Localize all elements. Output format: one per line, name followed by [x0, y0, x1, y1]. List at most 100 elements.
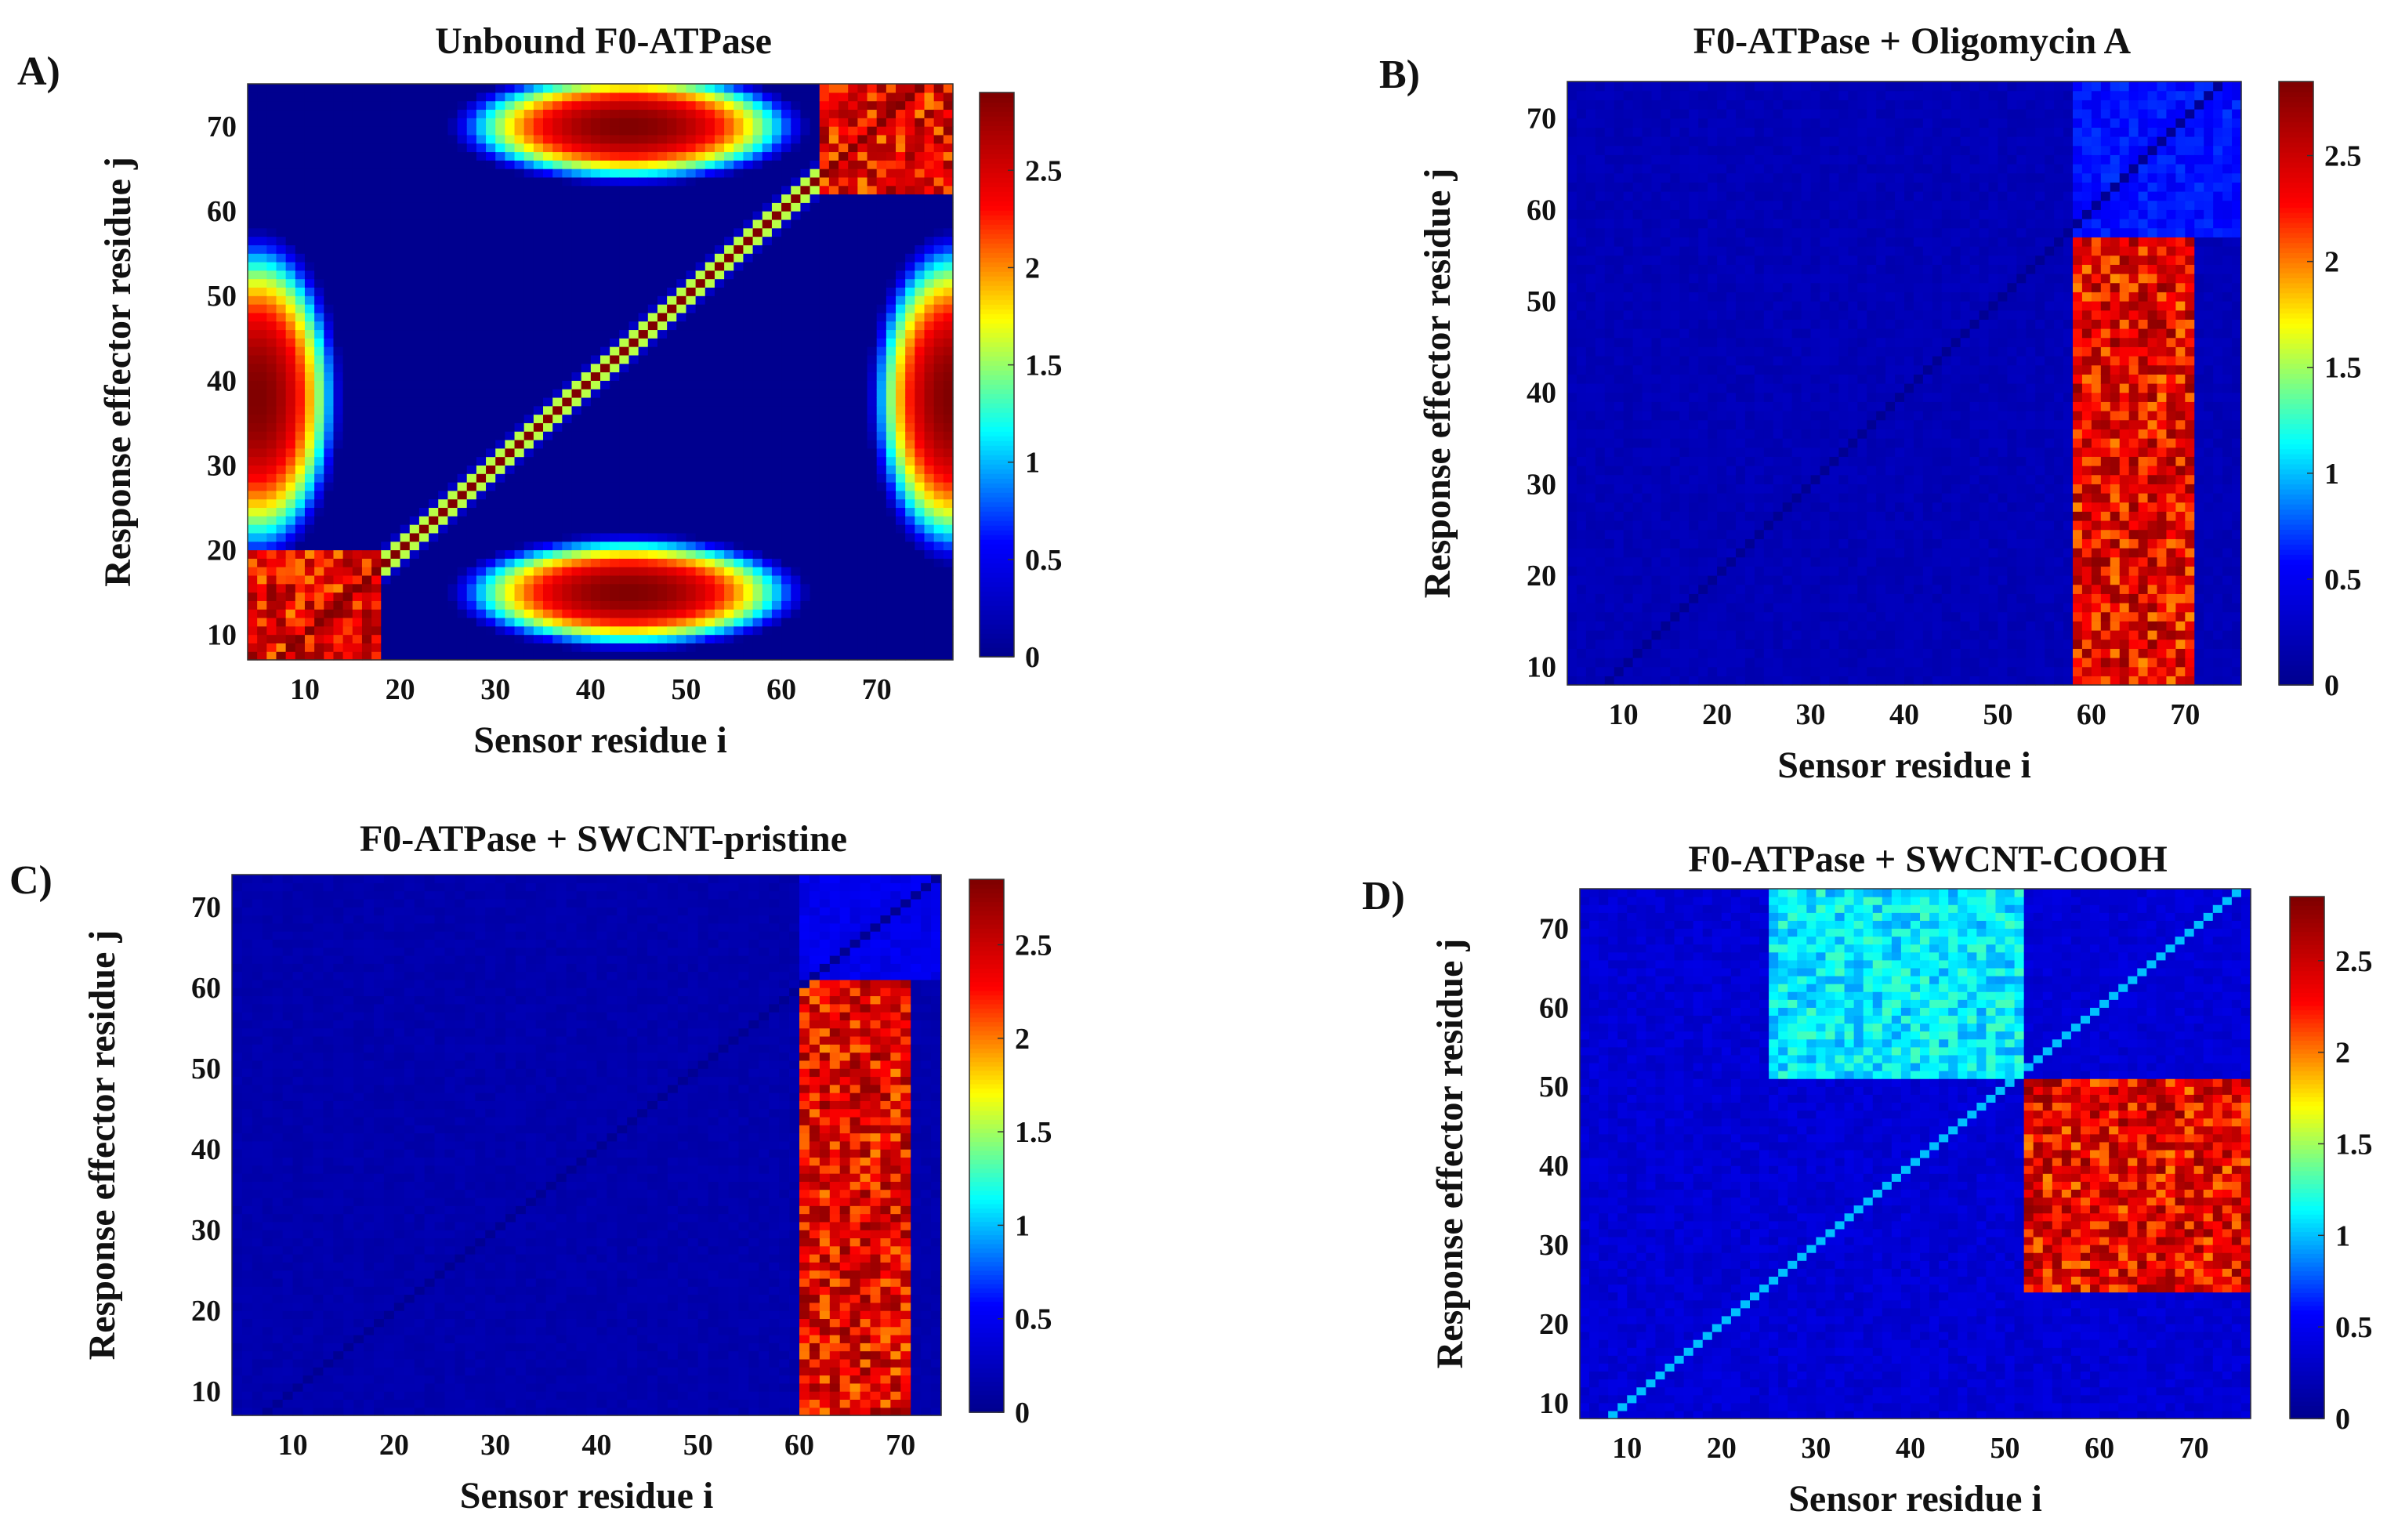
heatmap-cell	[581, 168, 592, 177]
heatmap-cell	[353, 567, 363, 575]
heatmap-cell	[353, 295, 363, 304]
heatmap-cell	[324, 567, 334, 575]
heatmap-cell	[362, 499, 372, 508]
heatmap-cell	[505, 355, 515, 364]
heatmap-cell	[276, 245, 286, 253]
heatmap-cell	[276, 338, 286, 346]
heatmap-cell	[266, 533, 277, 542]
heatmap-cell	[248, 194, 258, 203]
heatmap-cell	[286, 186, 296, 194]
heatmap-cell	[524, 600, 534, 609]
heatmap-cell	[429, 304, 439, 313]
heatmap-cell	[362, 635, 372, 643]
heatmap-cell	[266, 397, 277, 406]
heatmap-cell	[581, 549, 592, 558]
heatmap-cell	[362, 321, 372, 330]
heatmap-cell	[362, 516, 372, 524]
heatmap-cell	[314, 160, 324, 168]
heatmap-cell	[534, 84, 544, 92]
heatmap-cell	[257, 507, 267, 516]
heatmap-cell	[467, 626, 477, 635]
heatmap-cell	[486, 355, 496, 364]
heatmap-cell	[410, 575, 420, 584]
heatmap-cell	[248, 397, 258, 406]
heatmap-cell	[276, 626, 286, 635]
heatmap-cell	[390, 389, 400, 397]
heatmap-cell	[534, 618, 544, 626]
heatmap-cell	[467, 202, 477, 211]
heatmap-cell	[572, 372, 582, 381]
heatmap-cell	[248, 346, 258, 355]
heatmap-cell	[410, 177, 420, 186]
heatmap-cell	[381, 245, 391, 253]
heatmap-cell	[505, 406, 515, 415]
heatmap-cell	[314, 372, 324, 381]
heatmap-cell	[390, 609, 400, 618]
heatmap-cell	[505, 380, 515, 389]
heatmap-cell	[543, 549, 553, 558]
heatmap-cell	[371, 558, 382, 567]
heatmap-cell	[552, 262, 563, 270]
heatmap-cell	[495, 507, 505, 516]
heatmap-cell	[305, 109, 315, 118]
heatmap-cell	[371, 575, 382, 584]
heatmap-cell	[390, 457, 400, 466]
heatmap-cell	[324, 380, 334, 389]
heatmap-cell	[419, 168, 429, 177]
heatmap-cell	[333, 542, 343, 550]
heatmap-cell	[362, 211, 372, 219]
heatmap-cell	[324, 211, 334, 219]
heatmap-cell	[515, 262, 525, 270]
heatmap-cell	[381, 92, 391, 101]
heatmap-cell	[410, 567, 420, 575]
heatmap-cell	[286, 592, 296, 601]
heatmap-cell	[467, 372, 477, 381]
heatmap-cell	[286, 584, 296, 592]
heatmap-cell	[467, 101, 477, 110]
heatmap-cell	[353, 253, 363, 262]
heatmap-cell	[486, 533, 496, 542]
heatmap-cell	[295, 643, 306, 651]
heatmap-cell	[353, 270, 363, 279]
heatmap-cell	[362, 338, 372, 346]
heatmap-cell	[286, 194, 296, 203]
heatmap-cell	[419, 295, 429, 304]
heatmap-cell	[543, 397, 553, 406]
heatmap-cell	[362, 533, 372, 542]
heatmap-cell	[505, 389, 515, 397]
heatmap-cell	[343, 567, 353, 575]
heatmap-cell	[572, 237, 582, 245]
heatmap-cell	[353, 542, 363, 550]
heatmap-cell	[515, 473, 525, 482]
heatmap-cell	[572, 338, 582, 346]
heatmap-cell	[524, 558, 534, 567]
heatmap-cell	[495, 346, 505, 355]
heatmap-cell	[353, 397, 363, 406]
heatmap-cell	[266, 126, 277, 135]
heatmap-cell	[276, 372, 286, 381]
heatmap-cell	[295, 228, 306, 237]
heatmap-cell	[362, 389, 372, 397]
heatmap-cell	[505, 584, 515, 592]
heatmap-cell	[381, 626, 391, 635]
heatmap-cell	[390, 491, 400, 499]
heatmap-cell	[295, 135, 306, 143]
heatmap-cell	[324, 118, 334, 126]
heatmap-cell	[438, 287, 448, 295]
heatmap-cell	[286, 558, 296, 567]
heatmap-cell	[438, 346, 448, 355]
heatmap-cell	[419, 135, 429, 143]
heatmap-cell	[390, 372, 400, 381]
heatmap-cell	[410, 126, 420, 135]
heatmap-cell	[495, 279, 505, 288]
heatmap-cell	[419, 380, 429, 389]
heatmap-cell	[486, 549, 496, 558]
heatmap-cell	[419, 109, 429, 118]
heatmap-cell	[486, 126, 496, 135]
heatmap-cell	[534, 237, 544, 245]
heatmap-cell	[438, 473, 448, 482]
heatmap-cell	[495, 245, 505, 253]
heatmap-cell	[534, 567, 544, 575]
heatmap-cell	[343, 304, 353, 313]
heatmap-cell	[486, 160, 496, 168]
